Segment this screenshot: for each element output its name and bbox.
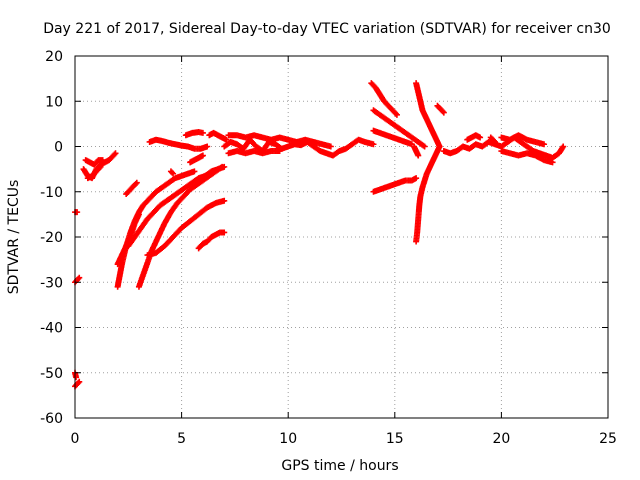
series-f14_mid	[370, 107, 428, 150]
series-near0_d	[72, 209, 81, 216]
data-point	[421, 143, 428, 150]
data-point	[204, 143, 211, 150]
data-point	[76, 274, 83, 281]
data-point	[170, 170, 177, 177]
x-tick-label: 10	[279, 431, 297, 447]
data-point	[221, 229, 228, 236]
series-f14_top	[368, 80, 400, 118]
series-day_band_b	[182, 129, 206, 139]
data-point	[97, 163, 104, 170]
y-tick-label: -50	[40, 366, 63, 382]
series-day_band_lower	[225, 148, 283, 157]
series-day_band_a	[146, 136, 211, 152]
series-f17_short	[434, 102, 447, 116]
data-point	[490, 137, 497, 144]
series-near0_c	[72, 274, 83, 286]
data-point	[439, 108, 446, 115]
plot-frame	[74, 55, 609, 419]
data-point	[111, 151, 118, 158]
series-f16_curve	[413, 143, 443, 245]
chart-title: Day 221 of 2017, Sidereal Day-to-day VTE…	[43, 21, 611, 37]
series-evening_a	[440, 138, 505, 157]
x-tick-labels: 0 5 10 15 20 25	[71, 431, 617, 447]
data-point	[370, 141, 377, 148]
data-point	[549, 159, 556, 166]
data-point	[492, 138, 499, 145]
data-point	[221, 197, 228, 204]
y-tick-label: -30	[40, 275, 63, 291]
data-point	[132, 180, 139, 187]
grid	[75, 56, 608, 418]
y-tick-label: -20	[40, 230, 63, 246]
data-point	[477, 134, 484, 141]
x-tick-label: 5	[177, 431, 186, 447]
series-near0_b	[72, 369, 80, 381]
series-short_a	[123, 179, 140, 198]
series-f16_up	[413, 80, 443, 150]
series-arc2	[114, 211, 142, 268]
data-point	[327, 143, 334, 150]
series-short_c	[187, 152, 206, 166]
series-evening_low	[498, 148, 556, 166]
x-tick-label: 25	[599, 431, 617, 447]
x-tick-label: 15	[386, 431, 404, 447]
data-point	[199, 129, 206, 136]
data-point	[392, 110, 399, 117]
series-evening_b	[464, 132, 484, 143]
series-short_b	[167, 168, 177, 177]
series-evening_up	[498, 132, 548, 148]
y-tick-label: -40	[40, 321, 63, 337]
series-early_c	[84, 163, 104, 182]
data-point	[96, 164, 103, 171]
data-point	[133, 179, 140, 186]
y-tick-label: -10	[40, 185, 63, 201]
data-point	[75, 379, 82, 386]
data-point	[169, 169, 176, 176]
data-point	[73, 374, 80, 381]
data-point	[221, 163, 228, 170]
series-arc3	[135, 163, 226, 290]
data-point	[560, 143, 567, 150]
series-near0_a	[72, 378, 83, 390]
data-point	[191, 168, 198, 175]
series-arc6	[195, 229, 228, 252]
data-point	[76, 378, 83, 385]
y-axis-label: SDTVAR / TECUs	[6, 180, 22, 295]
x-axis-label: GPS time / hours	[281, 458, 398, 474]
data-marks	[72, 80, 567, 390]
data-point	[440, 109, 447, 116]
series-day_band_upper	[225, 132, 334, 150]
data-point	[393, 111, 400, 118]
series-f14_neg	[370, 175, 420, 195]
data-point	[276, 148, 283, 155]
data-point	[199, 152, 206, 159]
series-f14_low	[370, 127, 415, 148]
y-tick-label: 20	[45, 49, 63, 65]
data-point	[413, 175, 420, 182]
series-day_band_c	[206, 129, 230, 143]
y-tick-label: 10	[45, 94, 63, 110]
x-tick-label: 20	[492, 431, 510, 447]
series-arc4	[125, 163, 228, 250]
data-point	[135, 211, 142, 218]
data-point	[99, 157, 106, 164]
y-tick-label: 0	[54, 140, 63, 156]
series-f16_drop	[410, 143, 422, 159]
data-point	[541, 141, 548, 148]
data-point	[436, 143, 443, 150]
series-evening_c	[487, 134, 499, 145]
x-tick-label: 0	[71, 431, 80, 447]
data-point	[415, 152, 422, 159]
axis-ticks	[74, 55, 609, 419]
data-point	[75, 275, 82, 282]
data-point	[112, 150, 119, 157]
series-early_b	[82, 157, 106, 168]
series-arc5	[144, 197, 228, 259]
y-tick-labels: -60 -50 -40 -30 -20 -10 0 10 20	[40, 49, 63, 427]
y-tick-label: -60	[40, 411, 63, 427]
